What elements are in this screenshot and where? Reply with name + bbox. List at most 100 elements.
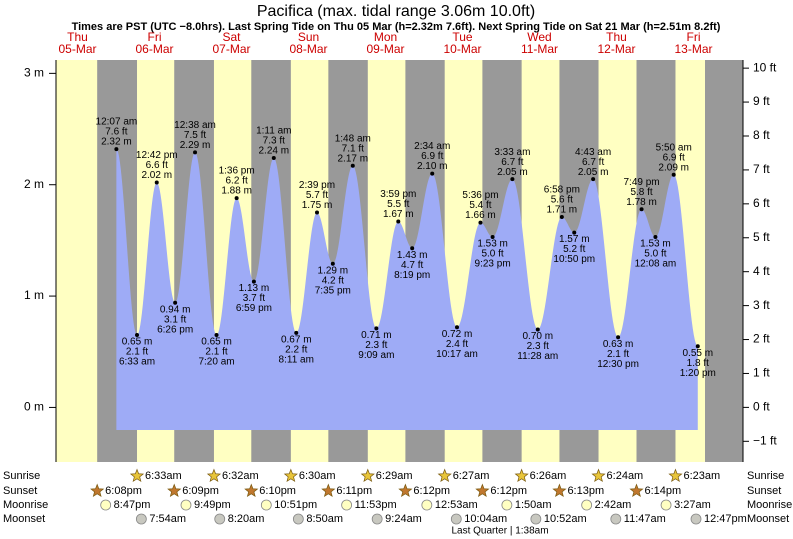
- day-date: 07-Mar: [212, 42, 250, 56]
- day-weekday: Sun: [298, 30, 319, 44]
- tide-point: [639, 207, 644, 212]
- moonset-time: 8:20am: [228, 513, 265, 525]
- moonrise-icon: [660, 499, 672, 511]
- moonset-time: 7:54am: [149, 513, 186, 525]
- tide-point: [695, 344, 700, 349]
- tide-height-m: 2.29 m: [180, 140, 211, 151]
- tide-height-ft: 1.8 ft: [687, 358, 709, 369]
- tide-height-ft: 2.3 ft: [527, 341, 549, 352]
- tide-height-m: 0.65 m: [201, 337, 232, 348]
- sunset-icon: [398, 483, 413, 498]
- tide-time: 12:07 am: [96, 117, 138, 128]
- moonrise-icon: [100, 499, 112, 511]
- tide-point: [616, 335, 621, 340]
- tide-point: [271, 155, 276, 160]
- tide-time: 3:59 pm: [380, 189, 416, 200]
- moonrise-time: 9:49pm: [194, 499, 231, 511]
- day-weekday: Fri: [148, 30, 162, 44]
- y-tick-label: 1 m: [24, 288, 44, 302]
- sunset-time: 6:09pm: [182, 485, 219, 497]
- tide-height-ft: 6.2 ft: [226, 176, 248, 187]
- sunset-icon: [629, 483, 644, 498]
- tide-point: [454, 325, 459, 330]
- tide-height-m: 1.75 m: [302, 200, 333, 211]
- day-date: 05-Mar: [58, 42, 96, 56]
- tide-height-ft: 2.2 ft: [285, 344, 307, 355]
- y-tick-label: 0 m: [24, 400, 44, 414]
- tide-point: [330, 261, 335, 266]
- row-label: Moonrise: [3, 499, 48, 511]
- tide-height-m: 1.88 m: [221, 186, 252, 197]
- day-weekday: Sat: [222, 30, 241, 44]
- row-label: Moonset: [747, 513, 789, 525]
- moonset-time: 11:47am: [624, 513, 666, 525]
- y2-tick-label: 9 ft: [753, 94, 770, 108]
- moonset-time: 9:24am: [385, 513, 422, 525]
- tide-height-ft: 7.3 ft: [263, 136, 285, 147]
- tide-time: 8:19 pm: [394, 270, 430, 281]
- tide-height-ft: 2.1 ft: [205, 347, 227, 358]
- sunrise-icon: [437, 468, 452, 483]
- tide-height-m: 1.66 m: [465, 210, 496, 221]
- moonrise-time: 10:51pm: [274, 499, 317, 511]
- row-label: Moonset: [3, 513, 45, 525]
- sunset-time: 6:13pm: [567, 485, 604, 497]
- row-label: Sunrise: [3, 470, 40, 482]
- moonset-icon: [214, 513, 226, 525]
- sunset-icon: [167, 483, 182, 498]
- moonset-icon: [135, 513, 147, 525]
- moonrise-time: 12:53am: [435, 499, 478, 511]
- tide-height-m: 0.72 m: [442, 329, 473, 340]
- tide-height-m: 1.78 m: [626, 197, 657, 208]
- tide-point: [350, 163, 355, 168]
- moonrise-icon: [581, 499, 593, 511]
- tide-time: 1:36 pm: [219, 166, 255, 177]
- tide-time: 6:33 am: [119, 357, 155, 368]
- tide-height-ft: 6.7 ft: [501, 157, 523, 168]
- tide-height-ft: 6.9 ft: [421, 151, 443, 162]
- tide-height-ft: 5.0 ft: [481, 249, 503, 260]
- tide-time: 12:30 pm: [597, 359, 639, 370]
- sunrise-time: 6:23am: [683, 470, 720, 482]
- tide-height-m: 1.71 m: [547, 205, 578, 216]
- y2-tick-label: 6 ft: [753, 196, 770, 210]
- tide-point: [478, 220, 483, 225]
- day-date: 06-Mar: [135, 42, 173, 56]
- sunrise-time: 6:29am: [376, 470, 413, 482]
- day-date: 08-Mar: [289, 42, 327, 56]
- tide-point: [559, 215, 564, 220]
- moonrise-icon: [501, 499, 513, 511]
- y2-tick-label: 0 ft: [753, 400, 770, 414]
- moonset-time: 8:50am: [306, 513, 343, 525]
- tide-height-m: 1.67 m: [383, 209, 414, 220]
- tide-height-ft: 6.6 ft: [146, 160, 168, 171]
- tide-time: 10:50 pm: [553, 254, 595, 265]
- tide-time: 2:34 am: [414, 141, 450, 152]
- tide-height-m: 0.67 m: [281, 334, 312, 345]
- tide-point: [251, 279, 256, 284]
- tide-time: 4:43 am: [575, 147, 611, 158]
- sunrise-time: 6:26am: [530, 470, 567, 482]
- tide-height-m: 2.02 m: [141, 170, 172, 181]
- tide-height-m: 2.24 m: [259, 146, 290, 157]
- y-tick-label: 3 m: [24, 66, 44, 80]
- tide-time: 11:28 am: [517, 351, 558, 362]
- sunset-time: 6:12pm: [490, 485, 527, 497]
- tide-height-m: 2.10 m: [417, 161, 448, 172]
- moonset-time: 10:04am: [464, 513, 507, 525]
- tide-time: 7:49 pm: [624, 177, 660, 188]
- sunrise-time: 6:33am: [145, 470, 182, 482]
- tide-point: [490, 235, 495, 240]
- tide-point: [173, 300, 178, 305]
- tide-height-ft: 5.2 ft: [563, 244, 585, 255]
- tide-height-ft: 6.7 ft: [582, 157, 604, 168]
- tide-time: 12:42 pm: [136, 150, 178, 161]
- tide-height-ft: 2.3 ft: [365, 340, 387, 351]
- tide-point: [214, 333, 219, 338]
- moonrise-icon: [421, 499, 433, 511]
- sunset-time: 6:11pm: [336, 485, 372, 497]
- sunset-time: 6:08pm: [105, 485, 142, 497]
- sunset-icon: [90, 483, 105, 498]
- tide-point: [671, 172, 676, 177]
- tide-point: [396, 219, 401, 224]
